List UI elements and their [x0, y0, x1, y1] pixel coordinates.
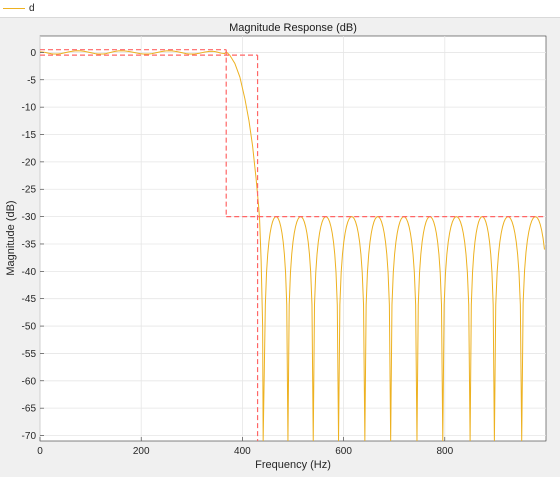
y-axis-ticks: 0 -5 -10 -15 -20 -25 -30 -35 -40 -45 -50 -55 -60 -65 -… — [22, 48, 44, 442]
x-axis-ticks: 0 200 400 600 800 — [37, 437, 454, 457]
y-tick-label: -30 — [22, 212, 37, 223]
y-tick-label: -5 — [27, 75, 36, 86]
x-tick-label: 200 — [133, 446, 150, 457]
grid — [39, 36, 546, 441]
y-tick-label: -35 — [22, 239, 37, 250]
x-tick-label: 400 — [234, 446, 251, 457]
magnitude-response-line — [39, 50, 545, 442]
y-tick-label: -15 — [22, 130, 37, 141]
y-axis-label: Magnitude (dB) — [5, 200, 17, 275]
y-tick-label: -70 — [22, 431, 37, 442]
y-tick-label: -50 — [22, 322, 37, 333]
y-tick-label: -20 — [22, 157, 37, 168]
y-tick-label: -65 — [22, 404, 37, 415]
x-tick-label: 600 — [335, 446, 352, 457]
y-tick-label: -45 — [22, 294, 37, 305]
y-tick-label: -60 — [22, 376, 37, 387]
y-tick-label: -10 — [22, 103, 37, 114]
chart-title: Magnitude Response (dB) — [229, 22, 357, 34]
x-axis-label: Frequency (Hz) — [255, 459, 331, 471]
legend-bar: d — [0, 0, 560, 18]
legend-label: d — [29, 3, 35, 14]
x-tick-label: 800 — [436, 446, 453, 457]
y-tick-label: -25 — [22, 185, 37, 196]
series-layer — [39, 49, 546, 442]
legend-entry-d[interactable]: d — [3, 0, 35, 17]
y-tick-label: -55 — [22, 349, 37, 360]
legend-swatch — [3, 8, 25, 9]
x-tick-label: 0 — [37, 446, 43, 457]
y-tick-label: -40 — [22, 267, 37, 278]
y-tick-label: 0 — [30, 48, 36, 59]
